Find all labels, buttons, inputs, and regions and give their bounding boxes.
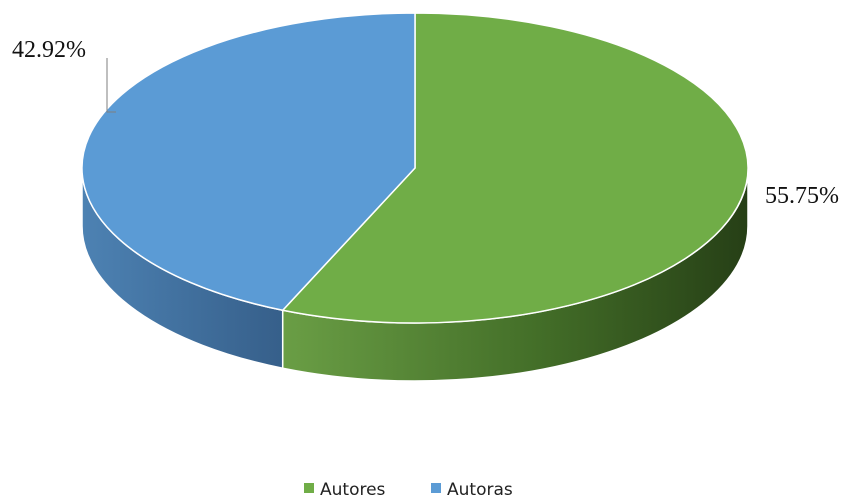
legend-swatch-autores (304, 483, 314, 493)
pie-slice-autores (281, 12, 749, 324)
legend-label-autoras: Autoras (447, 480, 513, 500)
pie-slice-autoras (81, 12, 416, 312)
legend-swatch-autoras (431, 483, 441, 493)
leader-line-autoras (106, 58, 116, 113)
data-label-autores: 55.75% (765, 183, 839, 209)
data-label-autoras: 42.92% (12, 37, 86, 63)
legend: Autores Autoras (304, 480, 513, 500)
legend-label-autores: Autores (320, 480, 386, 500)
